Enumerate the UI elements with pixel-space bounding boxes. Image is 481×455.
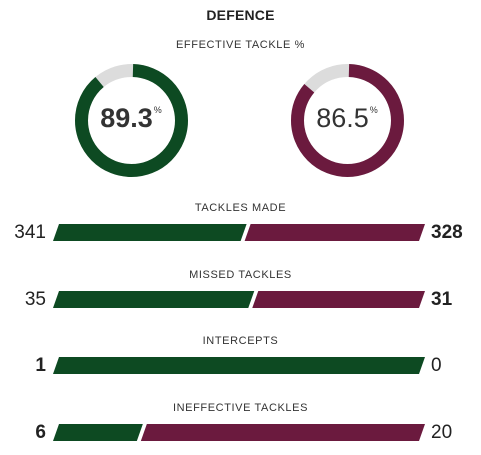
away-donut-arc: [291, 64, 404, 177]
away-effective-tackle-value: 86.5%: [292, 105, 402, 132]
away-stat-value: 0: [431, 355, 442, 376]
away-stat-value: 20: [431, 422, 453, 443]
stat-label: INTERCEPTS: [202, 335, 279, 347]
stat-bar: [53, 224, 425, 241]
stat-label: MISSED TACKLES: [189, 269, 292, 281]
stat-bar: [53, 357, 425, 374]
home-stat-value: 1: [35, 355, 46, 376]
stat-bar: [53, 291, 425, 308]
home-stat-bar: [53, 291, 255, 308]
away-effective-tackle-number: 86.5: [316, 103, 369, 133]
home-effective-tackle-value: 89.3%: [76, 105, 186, 132]
away-effective-tackle-donut: [291, 64, 404, 177]
away-stat-bar: [244, 224, 425, 241]
home-stat-bar: [53, 224, 247, 241]
away-stat-bar: [252, 291, 425, 308]
home-stat-bar: [53, 357, 425, 374]
stat-bar: [53, 424, 425, 441]
section-title: DEFENCE: [206, 7, 275, 23]
away-stat-value: 31: [431, 289, 453, 310]
away-stat-value: 328: [431, 222, 463, 243]
home-donut-arc: [75, 64, 188, 177]
home-stat-value: 6: [35, 422, 46, 443]
stat-label: INEFFECTIVE TACKLES: [172, 402, 309, 414]
home-effective-tackle-donut: [75, 64, 188, 177]
away-stat-bar: [140, 424, 425, 441]
stat-label: TACKLES MADE: [194, 202, 287, 214]
home-effective-tackle-number: 89.3: [100, 103, 153, 133]
away-percent-sign: %: [369, 105, 378, 115]
effective-tackle-label: EFFECTIVE TACKLE %: [176, 39, 305, 51]
home-stat-value: 341: [14, 222, 46, 243]
home-stat-bar: [53, 424, 143, 441]
home-percent-sign: %: [153, 105, 162, 115]
home-stat-value: 35: [24, 289, 46, 310]
